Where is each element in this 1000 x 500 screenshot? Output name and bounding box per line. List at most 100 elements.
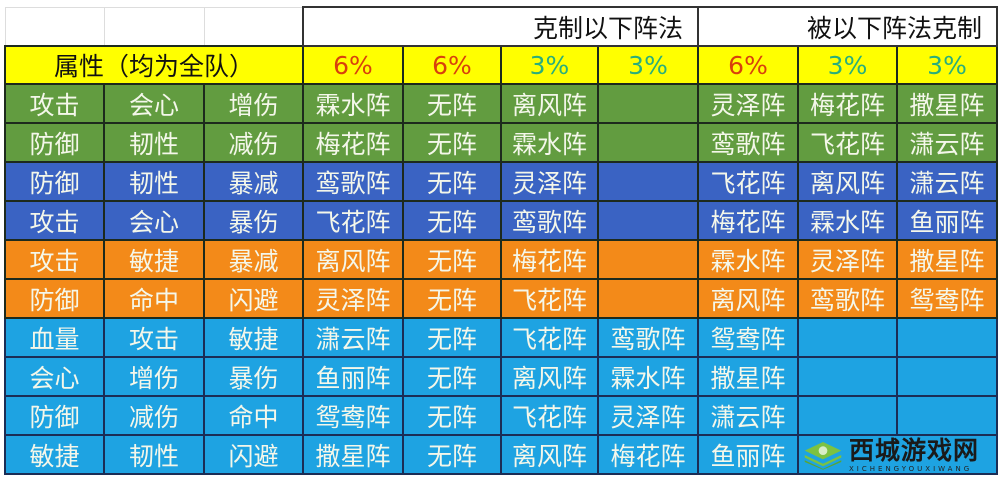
countered-by-formation-cell[interactable]: 离风阵 bbox=[697, 278, 800, 319]
percentage-cell[interactable]: 3% bbox=[500, 45, 599, 85]
percentage-cell[interactable]: 6% bbox=[302, 45, 404, 85]
attribute-cell[interactable]: 命中 bbox=[103, 278, 205, 319]
countered-by-formation-cell[interactable]: 撒星阵 bbox=[896, 239, 999, 280]
counters-formation-cell[interactable]: 无阵 bbox=[402, 122, 502, 163]
attribute-cell[interactable]: 减伤 bbox=[103, 395, 205, 436]
counters-formation-cell[interactable]: 飞花阵 bbox=[500, 395, 599, 436]
attribute-cell[interactable]: 会心 bbox=[103, 200, 205, 241]
countered-by-formation-cell[interactable]: 西城游戏网 XICHENGYOUXIWANG bbox=[797, 434, 999, 475]
counters-formation-cell[interactable]: 鱼丽阵 bbox=[302, 356, 404, 397]
counters-formation-cell[interactable]: 无阵 bbox=[402, 278, 502, 319]
attribute-cell[interactable]: 暴伤 bbox=[203, 356, 304, 397]
countered-by-formation-cell[interactable] bbox=[797, 317, 899, 358]
attribute-cell[interactable]: 防御 bbox=[4, 122, 105, 163]
counters-formation-cell[interactable]: 离风阵 bbox=[302, 239, 404, 280]
counters-formation-cell[interactable]: 霖水阵 bbox=[302, 83, 404, 124]
countered-by-formation-cell[interactable]: 鸾歌阵 bbox=[697, 122, 800, 163]
percentage-cell[interactable]: 3% bbox=[596, 45, 700, 85]
counters-formation-cell[interactable]: 鸾歌阵 bbox=[302, 161, 404, 202]
countered-by-formation-cell[interactable]: 离风阵 bbox=[797, 161, 899, 202]
counters-formation-cell[interactable] bbox=[596, 122, 700, 163]
attribute-cell[interactable]: 防御 bbox=[4, 161, 105, 202]
attribute-cell[interactable]: 减伤 bbox=[203, 122, 304, 163]
counters-formation-cell[interactable]: 飞花阵 bbox=[500, 278, 599, 319]
attribute-cell[interactable]: 韧性 bbox=[103, 161, 205, 202]
counters-formation-cell[interactable]: 灵泽阵 bbox=[596, 395, 700, 436]
attribute-cell[interactable]: 敏捷 bbox=[4, 434, 105, 475]
attribute-cell[interactable]: 命中 bbox=[203, 395, 304, 436]
countered-by-formation-cell[interactable]: 霖水阵 bbox=[697, 239, 800, 280]
countered-by-formation-cell[interactable] bbox=[896, 395, 999, 436]
counters-formation-cell[interactable]: 鸳鸯阵 bbox=[302, 395, 404, 436]
attribute-cell[interactable]: 增伤 bbox=[203, 83, 304, 124]
counters-formation-cell[interactable] bbox=[596, 161, 700, 202]
attribute-cell[interactable]: 攻击 bbox=[103, 317, 205, 358]
counters-formation-cell[interactable]: 飞花阵 bbox=[302, 200, 404, 241]
counters-formation-cell[interactable]: 鸾歌阵 bbox=[500, 200, 599, 241]
countered-by-formation-cell[interactable]: 潇云阵 bbox=[896, 122, 999, 163]
counters-formation-cell[interactable] bbox=[596, 200, 700, 241]
countered-by-formation-cell[interactable] bbox=[896, 356, 999, 397]
countered-by-formation-cell[interactable] bbox=[797, 395, 899, 436]
countered-by-formation-cell[interactable]: 鱼丽阵 bbox=[697, 434, 800, 475]
counters-formation-cell[interactable]: 无阵 bbox=[402, 395, 502, 436]
counters-formation-cell[interactable]: 鸾歌阵 bbox=[596, 317, 700, 358]
attribute-cell[interactable]: 攻击 bbox=[4, 200, 105, 241]
attribute-cell[interactable]: 暴减 bbox=[203, 161, 304, 202]
counters-formation-cell[interactable]: 霖水阵 bbox=[500, 122, 599, 163]
countered-by-formation-cell[interactable]: 鱼丽阵 bbox=[896, 200, 999, 241]
countered-by-formation-cell[interactable]: 梅花阵 bbox=[697, 200, 800, 241]
counters-formation-cell[interactable]: 离风阵 bbox=[500, 83, 599, 124]
attribute-cell[interactable]: 韧性 bbox=[103, 434, 205, 475]
counters-formation-cell[interactable] bbox=[596, 83, 700, 124]
countered-by-formation-cell[interactable]: 梅花阵 bbox=[797, 83, 899, 124]
counters-formation-cell[interactable]: 梅花阵 bbox=[302, 122, 404, 163]
attribute-cell[interactable]: 韧性 bbox=[103, 122, 205, 163]
counters-formation-cell[interactable]: 无阵 bbox=[402, 239, 502, 280]
attribute-cell[interactable]: 血量 bbox=[4, 317, 105, 358]
countered-by-formation-cell[interactable] bbox=[896, 317, 999, 358]
counters-formation-cell[interactable]: 梅花阵 bbox=[500, 239, 599, 280]
counters-formation-cell[interactable]: 灵泽阵 bbox=[500, 161, 599, 202]
percentage-cell[interactable]: 3% bbox=[896, 45, 999, 85]
attribute-cell[interactable]: 闪避 bbox=[203, 278, 304, 319]
attribute-cell[interactable]: 攻击 bbox=[4, 83, 105, 124]
percentage-cell[interactable]: 3% bbox=[797, 45, 899, 85]
percentage-cell[interactable]: 6% bbox=[402, 45, 502, 85]
countered-by-formation-cell[interactable]: 灵泽阵 bbox=[797, 239, 899, 280]
cell[interactable] bbox=[4, 6, 105, 47]
counters-formation-cell[interactable]: 霖水阵 bbox=[596, 356, 700, 397]
countered-group-header[interactable]: 被以下阵法克制 bbox=[697, 6, 999, 47]
counters-formation-cell[interactable]: 飞花阵 bbox=[500, 317, 599, 358]
cell[interactable] bbox=[103, 6, 205, 47]
countered-by-formation-cell[interactable] bbox=[797, 356, 899, 397]
attribute-cell[interactable]: 敏捷 bbox=[203, 317, 304, 358]
countered-by-formation-cell[interactable]: 撒星阵 bbox=[896, 83, 999, 124]
counters-formation-cell[interactable]: 无阵 bbox=[402, 83, 502, 124]
countered-by-formation-cell[interactable]: 鸾歌阵 bbox=[797, 278, 899, 319]
counters-formation-cell[interactable]: 撒星阵 bbox=[302, 434, 404, 475]
counters-formation-cell[interactable]: 灵泽阵 bbox=[302, 278, 404, 319]
countered-by-formation-cell[interactable]: 霖水阵 bbox=[797, 200, 899, 241]
attribute-cell[interactable]: 攻击 bbox=[4, 239, 105, 280]
counters-formation-cell[interactable]: 无阵 bbox=[402, 434, 502, 475]
attribute-cell[interactable]: 防御 bbox=[4, 278, 105, 319]
counters-formation-cell[interactable] bbox=[596, 278, 700, 319]
attribute-cell[interactable]: 敏捷 bbox=[103, 239, 205, 280]
counters-formation-cell[interactable]: 无阵 bbox=[402, 200, 502, 241]
percentage-cell[interactable]: 6% bbox=[697, 45, 800, 85]
counters-formation-cell[interactable]: 潇云阵 bbox=[302, 317, 404, 358]
counters-formation-cell[interactable]: 梅花阵 bbox=[596, 434, 700, 475]
countered-by-formation-cell[interactable]: 飞花阵 bbox=[697, 161, 800, 202]
attribute-cell[interactable]: 会心 bbox=[4, 356, 105, 397]
countered-by-formation-cell[interactable]: 鸳鸯阵 bbox=[697, 317, 800, 358]
attribute-cell[interactable]: 暴伤 bbox=[203, 200, 304, 241]
countered-by-formation-cell[interactable]: 潇云阵 bbox=[697, 395, 800, 436]
attribute-cell[interactable]: 闪避 bbox=[203, 434, 304, 475]
counters-formation-cell[interactable]: 无阵 bbox=[402, 161, 502, 202]
counters-formation-cell[interactable]: 离风阵 bbox=[500, 434, 599, 475]
cell[interactable] bbox=[203, 6, 304, 47]
counters-formation-cell[interactable] bbox=[596, 239, 700, 280]
counters-formation-cell[interactable]: 离风阵 bbox=[500, 356, 599, 397]
countered-by-formation-cell[interactable]: 撒星阵 bbox=[697, 356, 800, 397]
